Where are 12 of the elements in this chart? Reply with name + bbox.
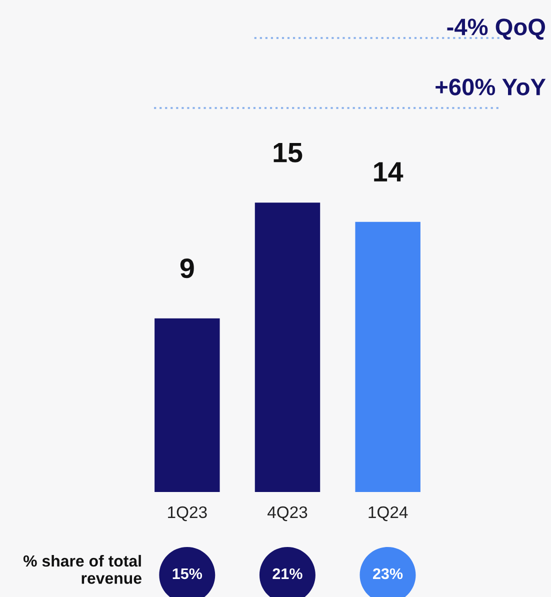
- text: 23%: [372, 568, 403, 580]
- text: +60% YoY: [436, 78, 546, 96]
- x-tick-label: 1Q23: [168, 506, 207, 522]
- data-label: 15: [274, 142, 302, 162]
- x-tick-label: 4Q23: [268, 506, 308, 522]
- text: 21%: [272, 568, 302, 580]
- text: % share of total revenue: [23, 554, 142, 584]
- text: -4% QoQ: [447, 18, 546, 40]
- data-label: 9: [180, 258, 194, 278]
- text: 15%: [172, 568, 202, 580]
- data-label: 14: [374, 162, 404, 182]
- x-tick-label: 1Q24: [368, 506, 408, 522]
